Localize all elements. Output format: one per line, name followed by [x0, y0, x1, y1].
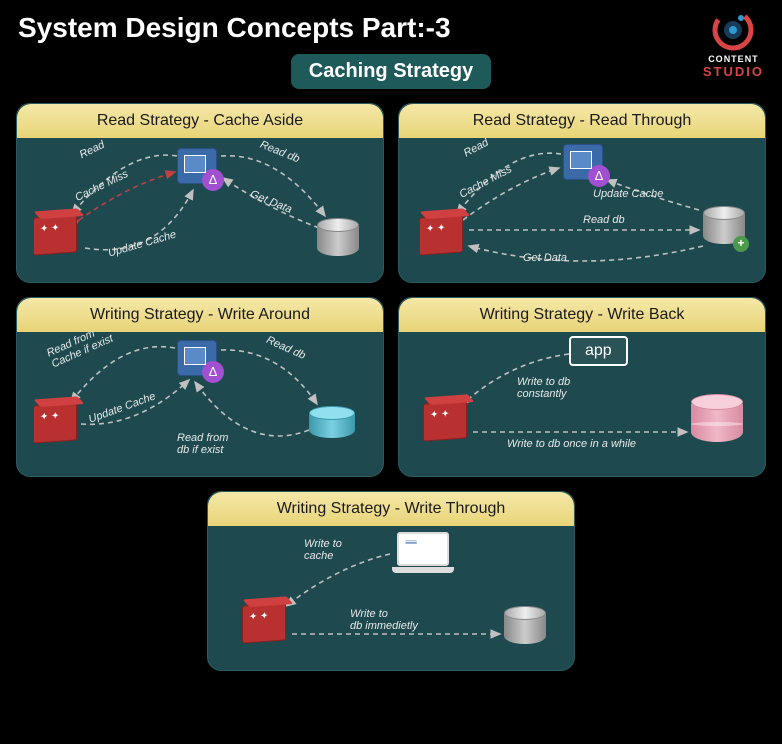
edge-label: Read db [583, 214, 625, 226]
edge-label: Read fromdb if exist [177, 432, 228, 456]
cache-node [33, 216, 77, 254]
plus-icon: + [733, 236, 749, 252]
edge-label: Write todb immedietly [350, 608, 418, 632]
app-label-node: app [569, 336, 628, 366]
edge-label: Read [78, 139, 107, 161]
edge-label: Write to db once in a while [507, 438, 636, 450]
delta-icon: Δ [202, 169, 224, 191]
edge-label: Cache Miss [73, 168, 130, 204]
panel-body: Δ Read fromCache if exist Update Cache R… [17, 332, 383, 472]
page-title: System Design Concepts Part:-3 [18, 12, 451, 44]
db-node [317, 218, 359, 260]
db-node: + [703, 206, 745, 248]
edge-label: Get Data [248, 188, 293, 216]
subtitle-badge: Caching Strategy [291, 54, 491, 89]
panel-title: Writing Strategy - Write Back [399, 298, 765, 332]
panel-write-back: Writing Strategy - Write Back app Write … [398, 297, 766, 477]
laptop-node [392, 532, 454, 578]
panel-body: Δ Read Cache Miss Read db Get Data Updat… [17, 138, 383, 278]
panel-title: Writing Strategy - Write Through [208, 492, 574, 526]
app-node: Δ [563, 144, 603, 180]
logo-text-1: CONTENT [703, 54, 764, 64]
edge-label: Read db [258, 139, 301, 166]
panel-row-1: Read Strategy - Cache Aside Δ Read [14, 103, 768, 283]
edge-label: Update Cache [87, 390, 157, 425]
panels-container: Read Strategy - Cache Aside Δ Read [0, 99, 782, 689]
app-label-text: app [569, 336, 628, 366]
db-node [309, 406, 355, 442]
edge-label: Write to dbconstantly [517, 376, 570, 400]
panel-row-3: Writing Strategy - Write Through Write t… [14, 491, 768, 671]
edge-label: Read [462, 137, 491, 160]
edge-label: Read db [264, 334, 307, 362]
panel-title: Writing Strategy - Write Around [17, 298, 383, 332]
db-node [504, 606, 546, 648]
delta-icon: Δ [202, 361, 224, 383]
page-header: System Design Concepts Part:-3 CONTENT S… [0, 0, 782, 50]
delta-icon: Δ [588, 165, 610, 187]
logo-icon [711, 8, 755, 52]
panel-row-2: Writing Strategy - Write Around Δ Read f… [14, 297, 768, 477]
panel-read-through: Read Strategy - Read Through Δ + Read Ca… [398, 103, 766, 283]
edge-label: Write tocache [304, 538, 342, 562]
edge-label: Get Data [523, 252, 567, 264]
panel-write-through: Writing Strategy - Write Through Write t… [207, 491, 575, 671]
cache-node [419, 216, 463, 254]
db-node [691, 394, 743, 446]
edge-label: Update Cache [593, 188, 663, 200]
app-node: Δ [177, 340, 217, 376]
panel-cache-aside: Read Strategy - Cache Aside Δ Read [16, 103, 384, 283]
panel-title: Read Strategy - Read Through [399, 104, 765, 138]
cache-node [423, 402, 467, 440]
app-node: Δ [177, 148, 217, 184]
panel-write-around: Writing Strategy - Write Around Δ Read f… [16, 297, 384, 477]
logo-text-2: STUDIO [703, 64, 764, 79]
edge-label: Cache Miss [458, 163, 514, 201]
panel-body: Write tocache Write todb immedietly [208, 526, 574, 666]
panel-body: Δ + Read Cache Miss Update Cache Read db… [399, 138, 765, 278]
panel-title: Read Strategy - Cache Aside [17, 104, 383, 138]
brand-logo: CONTENT STUDIO [703, 8, 764, 79]
cache-node [242, 604, 286, 642]
edge-label: Update Cache [107, 229, 178, 260]
panel-body: app Write to dbconstantly Write to db on… [399, 332, 765, 472]
cache-node [33, 404, 77, 442]
subtitle-row: Caching Strategy [0, 50, 782, 99]
